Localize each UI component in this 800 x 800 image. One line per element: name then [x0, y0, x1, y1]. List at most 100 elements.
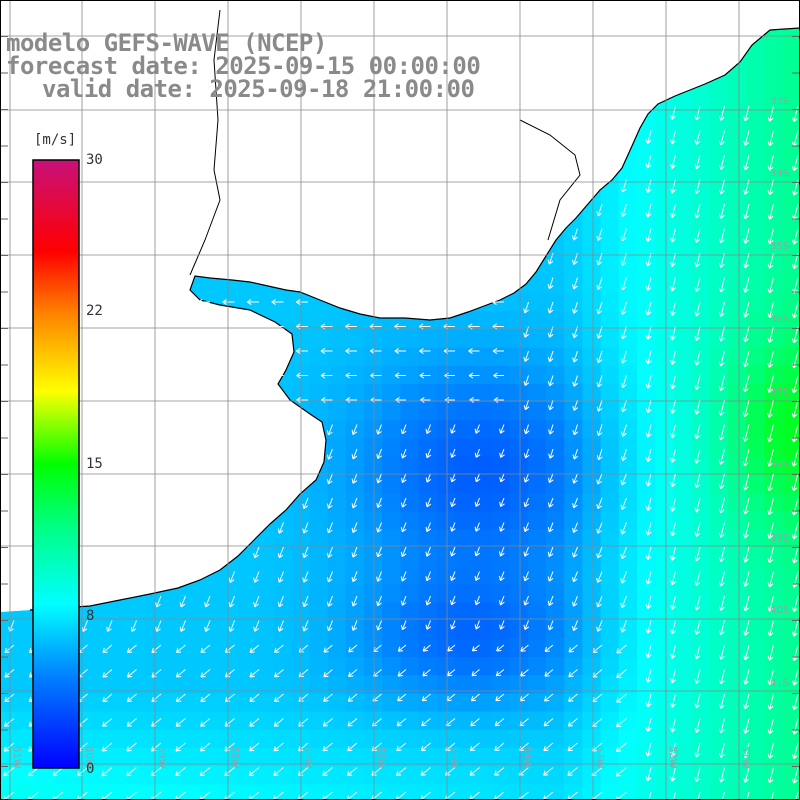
- wind-arrow: [718, 228, 725, 244]
- wind-arrow: [572, 448, 579, 460]
- wind-arrow: [615, 718, 627, 728]
- wind-arrow: [499, 424, 505, 434]
- wind-arrow: [499, 448, 505, 458]
- wind-arrow: [468, 347, 480, 355]
- wind-arrow: [694, 742, 701, 758]
- wind-arrow: [425, 620, 432, 630]
- lat-label: 33S: [770, 96, 789, 107]
- wind-arrow: [400, 546, 407, 558]
- wind-arrow: [126, 718, 137, 727]
- wind-arrow: [645, 546, 652, 561]
- wind-arrow: [547, 277, 554, 290]
- wind-arrow: [620, 473, 627, 486]
- wind-arrow: [694, 326, 701, 341]
- wind-arrow: [670, 473, 676, 488]
- wind-arrow: [791, 669, 799, 686]
- wind-arrow: [200, 669, 211, 678]
- wind-arrow: [670, 571, 676, 586]
- wind-arrow: [791, 522, 799, 540]
- wind-arrow: [4, 693, 15, 703]
- wind-arrow: [400, 571, 407, 582]
- wind-arrow: [645, 473, 652, 487]
- wind-arrow: [767, 350, 774, 368]
- wind-arrow: [568, 693, 578, 702]
- wind-arrow: [596, 497, 603, 510]
- wind-arrow: [421, 693, 431, 702]
- wind-arrow: [327, 620, 333, 632]
- wind-arrow: [645, 644, 652, 659]
- wind-arrow: [767, 448, 774, 467]
- wind-arrow: [645, 718, 652, 732]
- wind-arrow: [620, 522, 627, 535]
- land-mass: [29, 9, 800, 611]
- wind-arrow: [596, 277, 603, 290]
- wind-arrow: [718, 497, 725, 514]
- wind-arrow: [493, 372, 504, 379]
- wind-arrow: [670, 497, 676, 512]
- wind-arrow: [670, 448, 676, 463]
- wind-arrow: [199, 767, 211, 777]
- wind-arrow: [376, 448, 382, 460]
- wind-arrow: [670, 669, 676, 684]
- wind-arrow: [3, 767, 15, 777]
- wind-arrow: [620, 301, 627, 315]
- wind-arrow: [718, 301, 725, 317]
- wind-arrow: [400, 497, 407, 508]
- wind-arrow: [620, 203, 627, 217]
- wind-arrow: [302, 571, 309, 583]
- wind-arrow: [450, 497, 456, 508]
- wind-arrow: [496, 644, 505, 652]
- wind-arrow: [596, 595, 603, 608]
- wind-arrow: [548, 448, 555, 459]
- wind-arrow: [422, 644, 431, 652]
- wind-arrow: [572, 497, 578, 509]
- wind-arrow: [791, 595, 799, 613]
- wind-arrow: [620, 546, 627, 560]
- wind-arrow: [742, 473, 750, 491]
- wind-arrow: [567, 718, 578, 727]
- wind-arrow: [425, 424, 432, 435]
- wind-arrow: [596, 375, 603, 388]
- wind-arrow: [351, 473, 358, 484]
- wind-arrow: [544, 693, 554, 702]
- wind-arrow: [670, 693, 676, 708]
- wind-arrow: [323, 693, 333, 702]
- wind-arrow: [742, 350, 750, 368]
- wind-arrow: [295, 298, 308, 306]
- wind-arrow: [499, 497, 505, 508]
- wind-arrow: [248, 767, 260, 777]
- wind-arrow: [421, 718, 431, 727]
- wind-arrow: [326, 522, 333, 534]
- wind-arrow: [694, 669, 701, 684]
- colorbar-tick-22: 22: [86, 303, 103, 319]
- wind-arrow: [547, 522, 554, 533]
- wind-arrow: [645, 130, 652, 144]
- wind-arrow: [351, 620, 358, 631]
- colorbar-gradient: [32, 159, 80, 769]
- wind-arrow: [376, 473, 382, 484]
- wind-arrow: [179, 620, 186, 632]
- wind-arrow: [743, 693, 750, 710]
- wind-arrow: [277, 546, 284, 559]
- wind-arrow: [767, 546, 774, 564]
- wind-arrow: [596, 522, 603, 534]
- wind-arrow: [249, 693, 260, 702]
- wind-arrow: [743, 546, 750, 563]
- wind-arrow: [277, 571, 284, 583]
- wind-arrow: [743, 203, 750, 220]
- wind-arrow: [474, 522, 481, 532]
- wind-arrow: [376, 522, 382, 533]
- wind-arrow: [718, 718, 725, 734]
- wind-arrow: [743, 326, 750, 343]
- wind-arrow: [322, 718, 333, 727]
- wind-arrow: [523, 375, 530, 386]
- title-forecast-date: forecast date: 2025-09-15 00:00:00: [6, 52, 481, 80]
- wind-arrow: [106, 620, 113, 632]
- wind-arrow: [296, 372, 308, 379]
- wind-arrow: [224, 742, 235, 752]
- wind-arrow: [572, 301, 578, 314]
- wind-arrow: [3, 742, 15, 752]
- wind-arrow: [197, 298, 210, 306]
- wind-arrow: [27, 767, 39, 777]
- lon-label: 51W: [740, 746, 751, 769]
